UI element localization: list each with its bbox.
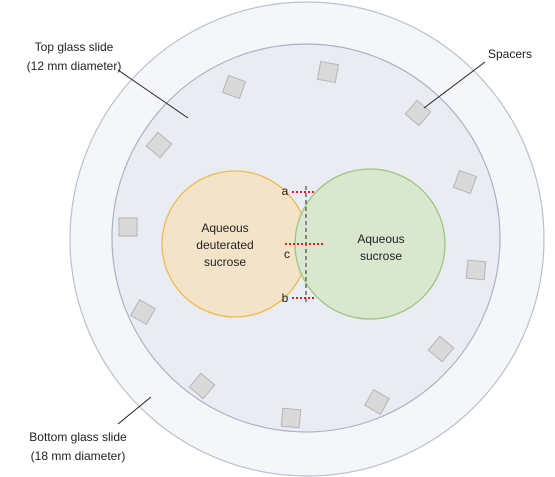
spacer bbox=[452, 169, 478, 195]
callout-label: Spacers bbox=[488, 47, 532, 61]
region-label: Aqueous bbox=[201, 221, 248, 235]
point-label: c bbox=[284, 247, 290, 261]
spacer bbox=[188, 372, 216, 400]
callout-label: (12 mm diameter) bbox=[27, 59, 122, 73]
spacer bbox=[221, 74, 247, 100]
leader-line bbox=[117, 69, 189, 119]
spacer bbox=[465, 259, 487, 281]
region-label: sucrose bbox=[360, 249, 402, 263]
spacer bbox=[118, 217, 138, 237]
spacer bbox=[364, 389, 390, 415]
spacer bbox=[404, 99, 432, 127]
leader-line bbox=[423, 61, 486, 109]
spacer bbox=[130, 299, 156, 325]
leader-line bbox=[117, 396, 152, 425]
region-label: Aqueous bbox=[357, 232, 404, 246]
point-label: a bbox=[282, 184, 289, 198]
spacer bbox=[316, 60, 340, 84]
callout-label: Top glass slide bbox=[35, 40, 114, 54]
region-label: sucrose bbox=[204, 255, 246, 269]
spacer bbox=[145, 131, 173, 159]
region-label: deuterated bbox=[196, 238, 253, 252]
callout-label: (18 mm diameter) bbox=[31, 449, 126, 463]
point-label: b bbox=[282, 291, 289, 305]
spacer bbox=[427, 335, 455, 363]
callout-label: Bottom glass slide bbox=[29, 430, 127, 444]
spacers bbox=[118, 60, 487, 429]
spacer bbox=[280, 407, 302, 429]
